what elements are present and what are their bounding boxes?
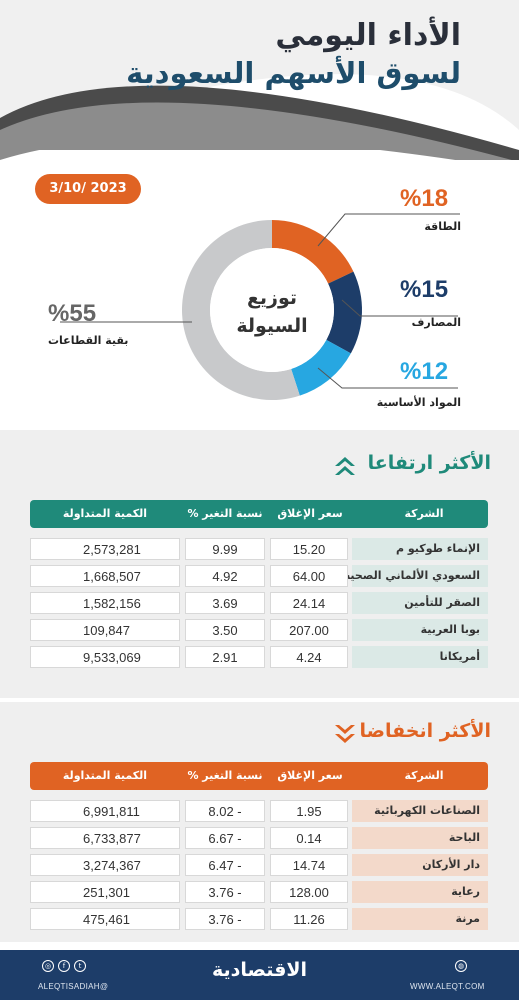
legend-others-label: بقية القطاعات [48,334,129,347]
twitter-icon[interactable]: t [74,960,86,972]
company-name: الصناعات الكهربائية [352,800,488,822]
losers-title: الأكثر انخفاضا [359,720,491,742]
header-change: نسبة التغير % [187,769,263,782]
change-percent: 4.92 [185,565,265,587]
close-price: 4.24 [270,646,348,668]
facebook-icon[interactable]: f [58,960,70,972]
page-title-line1: الأداء اليومي [275,18,461,53]
donut-hole [210,248,334,372]
table-row: رعاية 128.00 3.76 -251,301 [30,881,488,903]
donut-center-label-1: توزيع [246,287,298,309]
header-change: نسبة التغير % [187,507,263,520]
donut-slice-energy [272,220,354,284]
header-volume: الكمية المتداولة [62,769,148,782]
footer-bar: ◎ f t ALEQTISADIAH@ الاقتصادية ◍ WWW.ALE… [0,950,519,1000]
company-name: السعودي الألماني الصحية [344,565,488,587]
volume: 9,533,069 [30,646,180,668]
header-volume: الكمية المتداولة [62,507,148,520]
change-percent: 2.91 [185,646,265,668]
volume: 251,301 [30,881,180,903]
volume: 2,573,281 [30,538,180,560]
donut-slice-materials [291,339,351,396]
donut-slice-banks [326,271,362,354]
social-handle[interactable]: ALEQTISADIAH@ [38,982,109,991]
close-price: 11.26 [270,908,348,930]
change-percent: 3.50 [185,619,265,641]
donut-slice-others [182,220,300,400]
company-name: الصقر للتأمين [352,592,488,614]
company-name: أمريكانا [352,646,488,668]
change-percent: 6.67 - [185,827,265,849]
table-row: الباحة 0.14 6.67 -6,733,877 [30,827,488,849]
brand-logo: الاقتصادية [211,959,308,981]
company-name: الباحة [352,827,488,849]
close-price: 64.00 [270,565,348,587]
volume: 1,582,156 [30,592,180,614]
table-row: الصقر للتأمين 24.14 3.69 1,582,156 [30,592,488,614]
change-percent: 6.47 - [185,854,265,876]
website-link[interactable]: WWW.ALEQT.COM [410,982,485,991]
page-title-line2: لسوق الأسهم السعودية [126,56,461,90]
close-price: 1.95 [270,800,348,822]
close-price: 128.00 [270,881,348,903]
liquidity-donut-chart [60,213,460,400]
close-price: 207.00 [270,619,348,641]
gainers-title: الأكثر ارتفاعا [367,452,491,474]
close-price: 14.74 [270,854,348,876]
donut-center-label-2: السيولة [236,315,308,337]
company-name: مرنة [352,908,488,930]
table-row: السعودي الألماني الصحية 64.00 4.92 1,668,50… [30,565,488,587]
close-price: 0.14 [270,827,348,849]
volume: 475,461 [30,908,180,930]
header-background [0,0,519,160]
close-price: 15.20 [270,538,348,560]
change-percent: 9.99 [185,538,265,560]
leader-line-energy [317,213,460,247]
leader-line-banks [341,299,458,317]
header-close: سعر الإغلاق [277,507,343,520]
company-name: دار الأركان [352,854,488,876]
date-badge: 3/10/ 2023 [35,174,141,204]
change-percent: 3.76 - [185,908,265,930]
volume: 6,991,811 [30,800,180,822]
table-row: دار الأركان 14.74 6.47 -3,274,367 [30,854,488,876]
legend-others-percent: %55 [48,300,97,327]
legend-energy-percent: %18 [400,185,449,212]
up-arrows-icon [335,457,355,475]
losers-table-header: الشركة سعر الإغلاق نسبة التغير % الكمية … [30,762,488,790]
header-company: الشركة [404,507,444,520]
company-name: رعاية [352,881,488,903]
globe-icon[interactable]: ◍ [455,960,467,972]
table-row: مرنة 11.26 3.76 -475,461 [30,908,488,930]
volume: 1,668,507 [30,565,180,587]
table-row: الصناعات الكهربائية 1.95 8.02 -6,991,811 [30,800,488,822]
instagram-icon[interactable]: ◎ [42,960,54,972]
legend-energy-label: الطاقة [424,220,461,233]
close-price: 24.14 [270,592,348,614]
table-row: بوبا العربية 207.00 3.50 109,847 [30,619,488,641]
company-name: بوبا العربية [352,619,488,641]
leader-line-materials [317,367,458,389]
volume: 109,847 [30,619,180,641]
company-name: الإنماء طوكيو م [352,538,488,560]
legend-materials-label: المواد الأساسية [376,396,461,409]
down-arrows-icon [335,725,355,743]
gainers-table-header: الشركة سعر الإغلاق نسبة التغير % الكمية … [30,500,488,528]
volume: 6,733,877 [30,827,180,849]
change-percent: 8.02 - [185,800,265,822]
table-row: أمريكانا 4.24 2.91 9,533,069 [30,646,488,668]
table-row: الإنماء طوكيو م 15.20 9.99 2,573,281 [30,538,488,560]
change-percent: 3.69 [185,592,265,614]
header-close: سعر الإغلاق [277,769,343,782]
legend-banks-percent: %15 [400,276,449,303]
volume: 3,274,367 [30,854,180,876]
change-percent: 3.76 - [185,881,265,903]
legend-materials-percent: %12 [400,358,449,385]
legend-banks-label: المصارف [411,316,461,329]
header-company: الشركة [404,769,444,782]
